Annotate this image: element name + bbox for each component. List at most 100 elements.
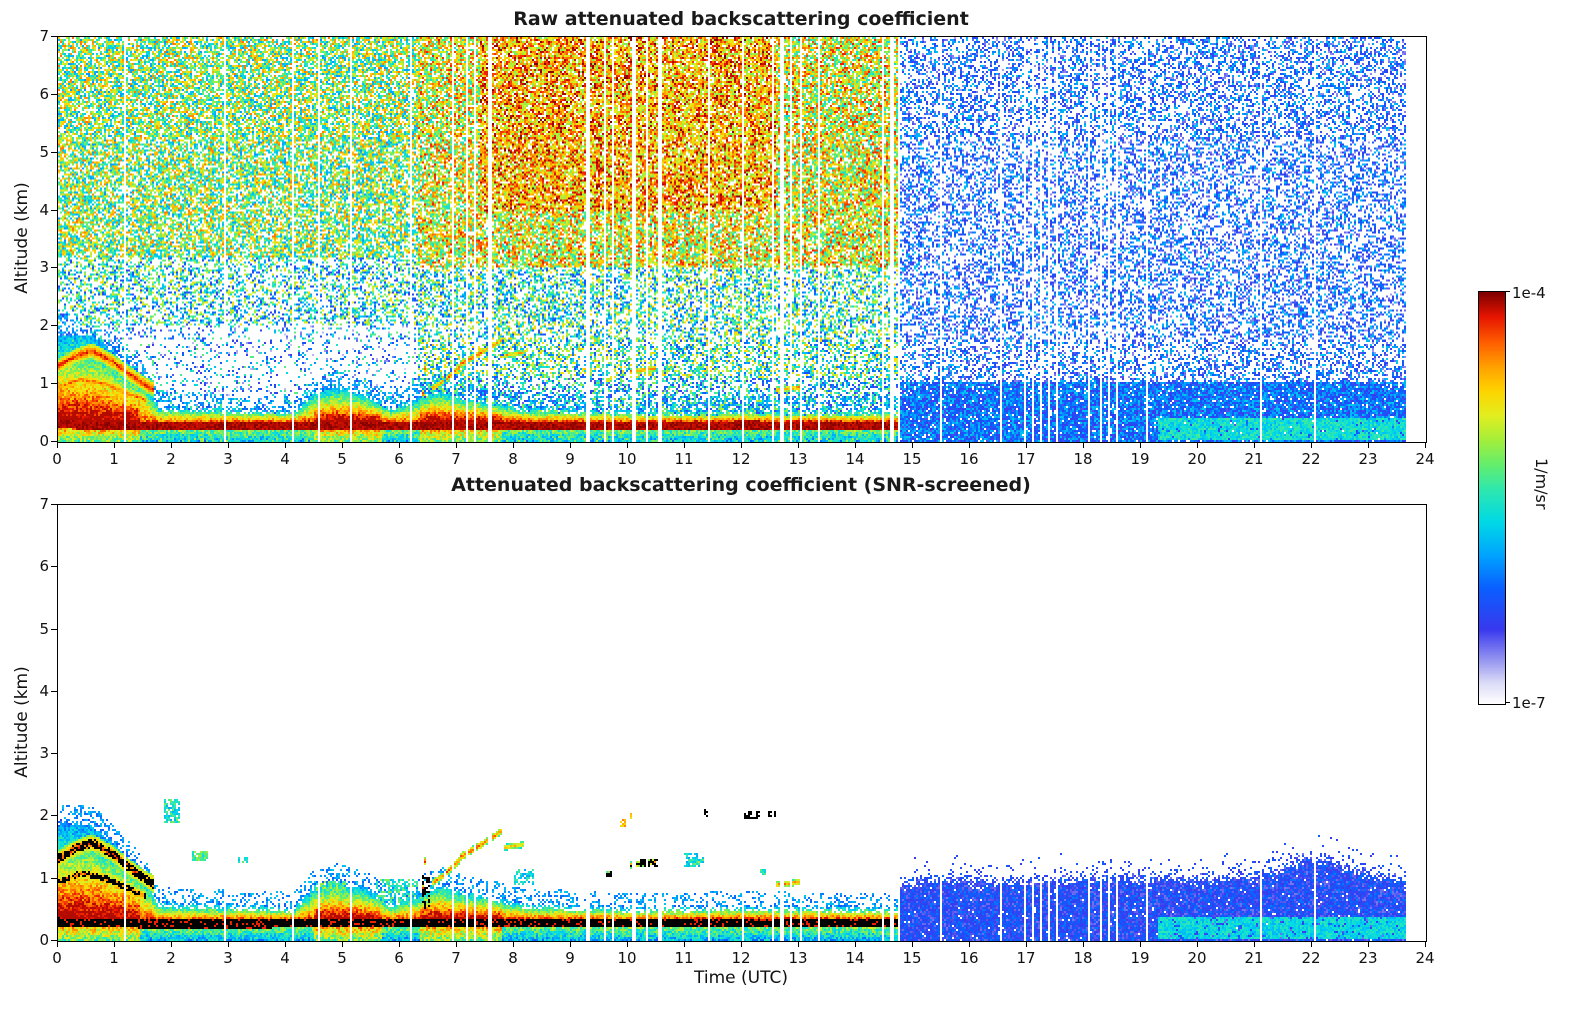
- x-tick-label: 11: [666, 949, 702, 967]
- x-tick-mark: [1197, 941, 1198, 947]
- x-tick-label: 24: [1407, 450, 1443, 468]
- x-tick-label: 1: [96, 949, 132, 967]
- y-tick-label: 2: [23, 806, 49, 824]
- y-tick-mark: [51, 815, 57, 816]
- x-tick-mark: [1425, 941, 1426, 947]
- x-tick-label: 22: [1293, 450, 1329, 468]
- x-tick-mark: [285, 442, 286, 448]
- x-tick-label: 22: [1293, 949, 1329, 967]
- x-tick-mark: [1140, 442, 1141, 448]
- x-tick-label: 23: [1350, 949, 1386, 967]
- x-tick-label: 7: [438, 949, 474, 967]
- x-tick-mark: [570, 941, 571, 947]
- x-tick-label: 6: [381, 450, 417, 468]
- colorbar: [1478, 291, 1506, 705]
- x-tick-mark: [912, 442, 913, 448]
- y-tick-mark: [51, 441, 57, 442]
- x-tick-mark: [57, 941, 58, 947]
- x-tick-mark: [342, 941, 343, 947]
- x-tick-mark: [114, 442, 115, 448]
- x-tick-mark: [285, 941, 286, 947]
- x-tick-label: 15: [894, 450, 930, 468]
- x-tick-label: 5: [324, 949, 360, 967]
- x-tick-label: 10: [609, 949, 645, 967]
- x-tick-mark: [1311, 442, 1312, 448]
- x-tick-label: 7: [438, 450, 474, 468]
- x-tick-mark: [513, 442, 514, 448]
- y-tick-label: 4: [23, 201, 49, 219]
- x-tick-mark: [1311, 941, 1312, 947]
- x-tick-mark: [684, 442, 685, 448]
- x-tick-mark: [399, 941, 400, 947]
- y-tick-label: 0: [23, 931, 49, 949]
- x-tick-label: 6: [381, 949, 417, 967]
- raw-y-axis-label: Altitude (km): [12, 182, 32, 294]
- x-tick-label: 3: [210, 949, 246, 967]
- x-tick-mark: [855, 442, 856, 448]
- y-tick-mark: [51, 383, 57, 384]
- x-tick-mark: [456, 442, 457, 448]
- x-tick-label: 8: [495, 450, 531, 468]
- colorbar-min-tick: [1505, 702, 1510, 703]
- x-tick-label: 0: [39, 949, 75, 967]
- y-tick-label: 3: [23, 258, 49, 276]
- x-tick-label: 21: [1236, 450, 1272, 468]
- x-tick-mark: [1254, 442, 1255, 448]
- x-tick-label: 2: [153, 450, 189, 468]
- x-tick-mark: [798, 941, 799, 947]
- figure: Raw attenuated backscattering coefficien…: [0, 0, 1595, 1020]
- x-tick-label: 3: [210, 450, 246, 468]
- y-tick-mark: [51, 940, 57, 941]
- y-tick-label: 3: [23, 744, 49, 762]
- raw-panel-plot-area: [57, 36, 1427, 443]
- colorbar-gradient-canvas: [1479, 292, 1505, 704]
- x-tick-label: 12: [723, 949, 759, 967]
- x-tick-label: 14: [837, 949, 873, 967]
- x-tick-mark: [741, 442, 742, 448]
- y-tick-mark: [51, 878, 57, 879]
- y-tick-mark: [51, 152, 57, 153]
- x-tick-mark: [627, 442, 628, 448]
- x-tick-mark: [1026, 442, 1027, 448]
- y-tick-label: 7: [23, 495, 49, 513]
- x-tick-mark: [57, 442, 58, 448]
- y-tick-label: 2: [23, 316, 49, 334]
- y-tick-label: 5: [23, 143, 49, 161]
- y-tick-label: 1: [23, 374, 49, 392]
- x-tick-label: 1: [96, 450, 132, 468]
- x-tick-mark: [342, 442, 343, 448]
- x-tick-mark: [969, 941, 970, 947]
- x-tick-mark: [1197, 442, 1198, 448]
- y-tick-label: 0: [23, 432, 49, 450]
- raw-heatmap-canvas: [58, 37, 1426, 442]
- x-tick-mark: [228, 442, 229, 448]
- x-tick-label: 9: [552, 949, 588, 967]
- y-tick-mark: [51, 94, 57, 95]
- x-tick-label: 0: [39, 450, 75, 468]
- x-tick-label: 10: [609, 450, 645, 468]
- x-tick-label: 13: [780, 949, 816, 967]
- y-tick-mark: [51, 753, 57, 754]
- y-tick-mark: [51, 267, 57, 268]
- y-tick-label: 1: [23, 869, 49, 887]
- raw-panel-title: Raw attenuated backscattering coefficien…: [57, 8, 1425, 30]
- x-tick-label: 12: [723, 450, 759, 468]
- x-tick-label: 4: [267, 949, 303, 967]
- x-tick-label: 18: [1065, 450, 1101, 468]
- x-tick-mark: [855, 941, 856, 947]
- x-tick-mark: [1368, 941, 1369, 947]
- x-tick-mark: [912, 941, 913, 947]
- x-tick-label: 17: [1008, 450, 1044, 468]
- x-tick-mark: [1425, 442, 1426, 448]
- x-tick-mark: [969, 442, 970, 448]
- x-tick-mark: [627, 941, 628, 947]
- x-tick-label: 17: [1008, 949, 1044, 967]
- x-tick-label: 21: [1236, 949, 1272, 967]
- x-tick-label: 13: [780, 450, 816, 468]
- x-tick-label: 11: [666, 450, 702, 468]
- x-tick-mark: [1026, 941, 1027, 947]
- colorbar-max-label: 1e-4: [1512, 284, 1546, 302]
- y-tick-mark: [51, 566, 57, 567]
- x-tick-mark: [228, 941, 229, 947]
- x-tick-label: 4: [267, 450, 303, 468]
